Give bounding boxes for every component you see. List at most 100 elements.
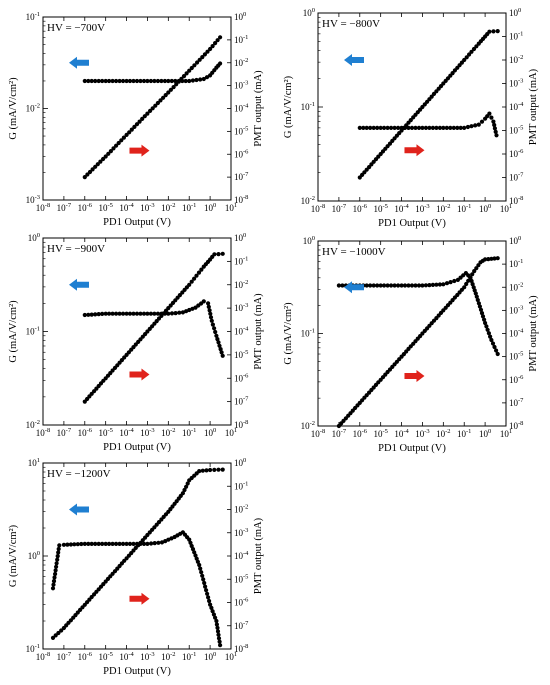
data-point (110, 78, 115, 84)
data-point (187, 78, 192, 84)
data-point (173, 311, 178, 316)
y2-tick-label: 10-8 (509, 420, 523, 431)
data-point (103, 154, 108, 159)
data-point (479, 311, 485, 316)
data-point (474, 44, 479, 49)
data-point (82, 312, 87, 318)
data-point (59, 628, 64, 633)
series-left (82, 61, 223, 84)
data-point (396, 283, 401, 288)
data-point (141, 541, 147, 547)
data-point (121, 311, 126, 316)
data-point (100, 311, 105, 316)
data-point (198, 566, 203, 571)
x-tick-label: 100 (204, 427, 216, 438)
panel-label: HV = −1200V (47, 468, 111, 480)
y2-tick-label: 10-2 (234, 57, 248, 68)
data-point (206, 595, 211, 600)
x-tick-label: 10-5 (373, 428, 387, 439)
data-point (155, 311, 160, 316)
data-point (140, 116, 145, 121)
x-tick-label: 10-4 (394, 203, 409, 214)
right-axis-arrow-icon (129, 592, 150, 605)
x-tick-label: 100 (204, 651, 216, 662)
data-point (357, 125, 362, 130)
data-point (202, 52, 207, 57)
data-point (114, 311, 119, 316)
data-point (494, 348, 499, 353)
data-point (210, 609, 215, 614)
data-point (93, 312, 98, 317)
y2-tick-label: 10-6 (509, 148, 524, 159)
x-tick-label: 10-6 (353, 203, 368, 214)
data-point (465, 124, 470, 130)
data-point (214, 333, 219, 338)
data-point (166, 537, 171, 542)
data-point (145, 541, 150, 547)
data-point (483, 257, 488, 262)
panel-label: HV = −700V (47, 22, 105, 34)
data-point (434, 125, 439, 130)
data-point (117, 311, 122, 316)
data-point (213, 41, 218, 46)
data-point (184, 484, 189, 489)
data-point (132, 124, 137, 129)
data-point (150, 106, 155, 111)
data-point (131, 78, 136, 84)
data-point (430, 125, 435, 130)
data-point (216, 340, 221, 345)
y2-axis-label: PMT output (mA) (253, 70, 264, 147)
data-point (145, 311, 150, 316)
data-point (124, 78, 129, 84)
data-point (406, 283, 411, 288)
data-point (368, 283, 373, 288)
x-tick-label: 10-5 (98, 651, 112, 662)
data-point (213, 329, 218, 335)
data-point (149, 541, 154, 546)
data-point (385, 125, 390, 130)
y2-tick-label: 10-5 (234, 125, 248, 136)
data-point (204, 588, 209, 593)
data-point (192, 63, 197, 68)
data-point (127, 311, 133, 316)
data-point (138, 78, 143, 84)
data-point (218, 61, 223, 66)
data-point (336, 283, 341, 288)
chart-panel-4: 10-8 10-7 10-6 10-5 10-4 10-3 10-2 10-1 100 10110… (283, 235, 539, 454)
y-axis-label: G (mA/V/cm²) (8, 77, 19, 140)
x-tick-label: 101 (225, 202, 237, 213)
data-point (371, 125, 376, 130)
data-point (204, 75, 210, 80)
data-point (194, 273, 199, 278)
data-point (61, 542, 66, 547)
data-point (197, 562, 202, 568)
y2-tick-label: 10-5 (234, 573, 248, 584)
x-tick-label: 101 (225, 651, 237, 662)
data-point (163, 93, 168, 98)
data-point (52, 575, 57, 580)
data-point (399, 283, 404, 288)
x-tick-label: 10-4 (119, 427, 134, 438)
data-point (194, 77, 199, 83)
data-point (98, 159, 103, 164)
data-point (96, 312, 101, 317)
data-point (85, 172, 90, 177)
data-point (166, 90, 171, 95)
data-point (53, 633, 58, 638)
y2-tick-label: 10-8 (234, 643, 248, 654)
data-point (93, 541, 98, 547)
x-tick-label: 10-4 (394, 428, 409, 439)
y2-tick-label: 10-4 (234, 550, 249, 561)
y2-tick-label: 10-7 (234, 620, 249, 631)
data-point (50, 586, 56, 591)
x-tick-label: 101 (500, 203, 512, 214)
data-point (180, 491, 185, 496)
x-tick-label: 100 (479, 203, 491, 214)
data-point (129, 127, 134, 132)
data-point (190, 547, 196, 552)
data-point (491, 119, 496, 124)
data-point (476, 263, 481, 268)
y2-tick-label: 10-6 (234, 372, 249, 383)
data-point (402, 283, 408, 288)
y2-tick-label: 10-6 (234, 597, 249, 608)
